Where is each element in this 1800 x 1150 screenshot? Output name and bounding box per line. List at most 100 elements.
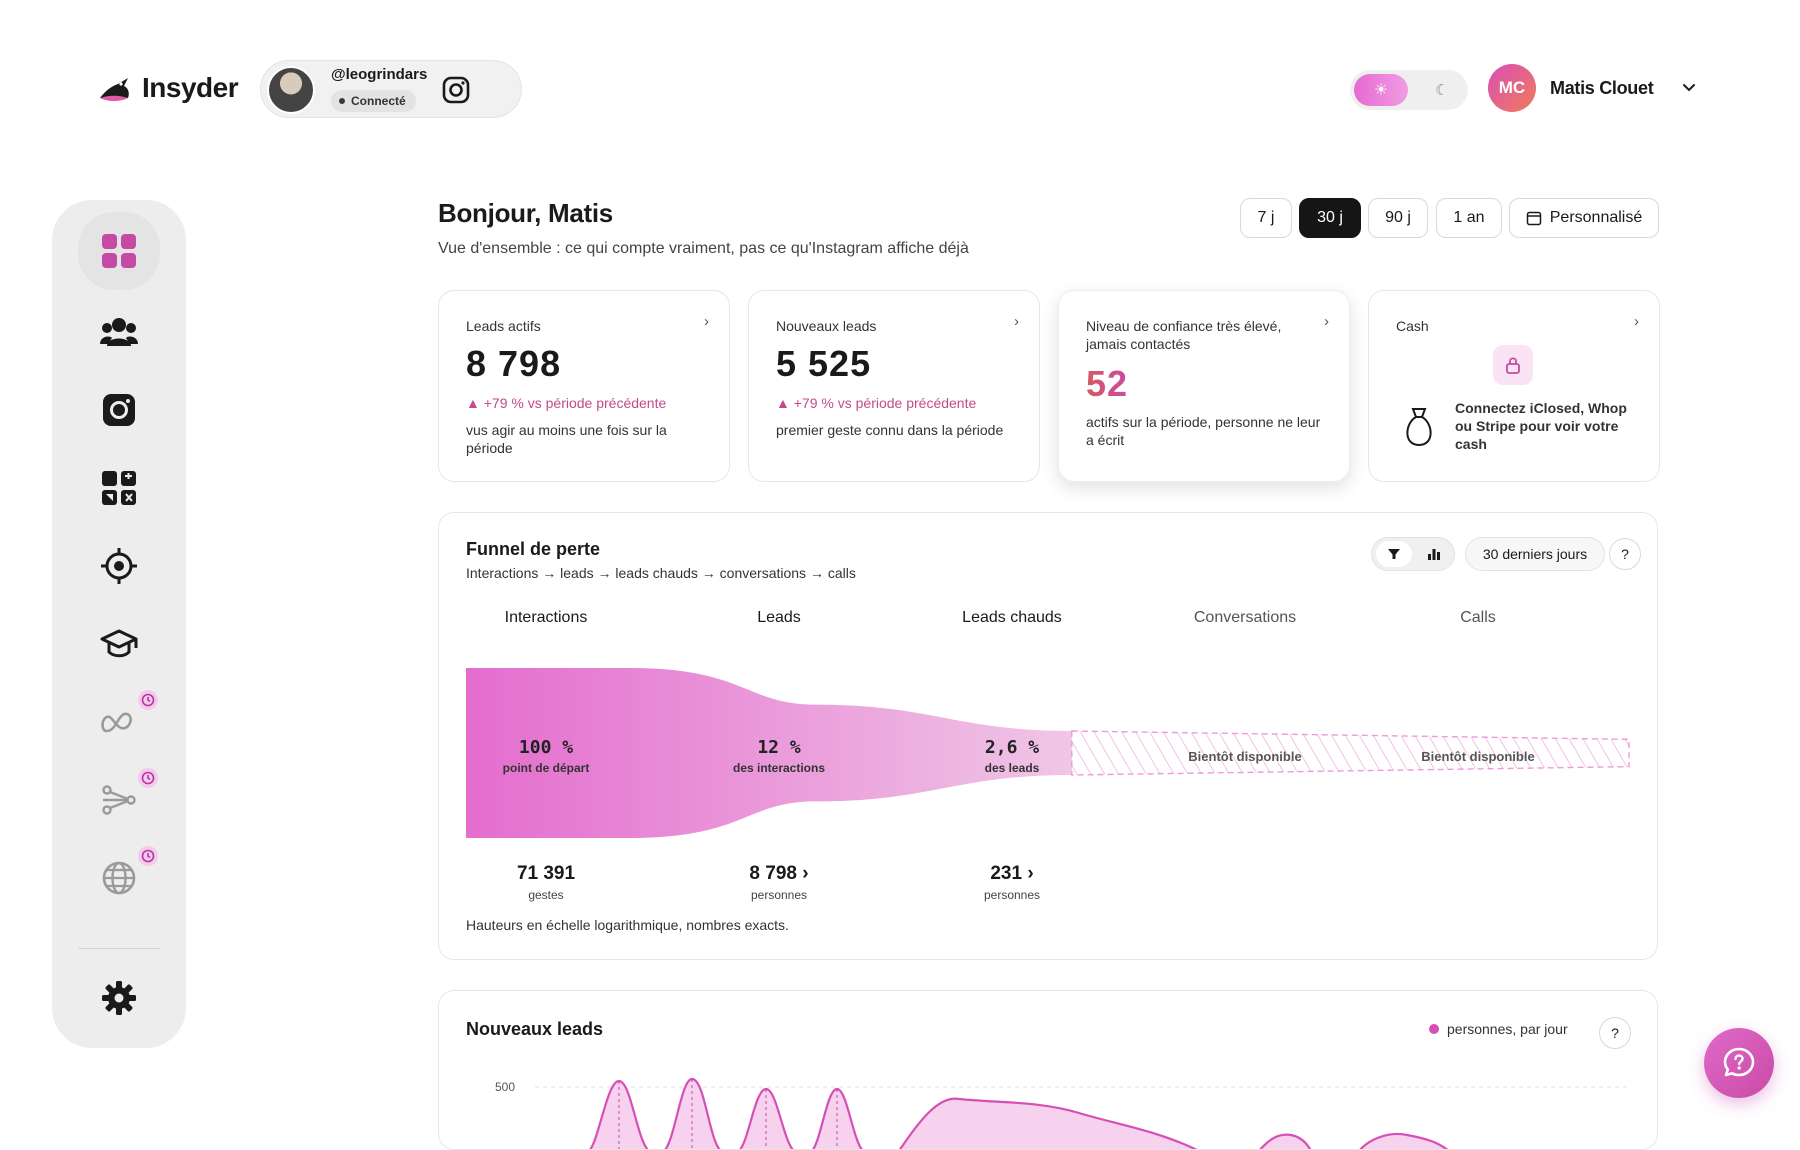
- cash-connect-text: Connectez iClosed, Whop ou Stripe pour v…: [1455, 400, 1627, 452]
- range-custom-label: Personnalisé: [1549, 209, 1643, 226]
- sidebar: [52, 200, 186, 1048]
- legend-label: personnes, par jour: [1447, 1021, 1568, 1037]
- chevron-right-icon: ›: [1027, 863, 1034, 884]
- account-status-badge: Connecté: [331, 90, 416, 112]
- target-icon: [101, 548, 137, 584]
- meta-icon: [101, 712, 132, 733]
- funnel-stage-label: Leads: [757, 609, 801, 626]
- insyder-bird-icon: [100, 78, 129, 101]
- coming-soon-label: Bientôt disponible: [1421, 749, 1535, 764]
- range-7d-button[interactable]: 7 j: [1240, 198, 1292, 238]
- funnel-count: 8 798: [749, 863, 797, 884]
- funnel-unavailable-area: [1071, 730, 1630, 776]
- period-button[interactable]: 30 derniers jours: [1465, 537, 1605, 571]
- chat-help-icon: [1723, 1047, 1755, 1077]
- bar-chart-icon: [1428, 549, 1440, 560]
- card-value: 52: [1086, 363, 1129, 404]
- sidebar-item-content[interactable]: [78, 452, 160, 524]
- funnel-pct-label: des leads: [984, 761, 1040, 775]
- sun-icon[interactable]: ☀: [1354, 74, 1408, 106]
- sidebar-divider: [78, 948, 160, 949]
- funnel-pct-label: des interactions: [732, 761, 826, 775]
- clock-icon: [138, 768, 158, 788]
- lock-icon: [1493, 345, 1533, 385]
- peak-guide: [618, 1079, 838, 1149]
- chevron-down-icon[interactable]: [1680, 78, 1698, 96]
- account-switcher[interactable]: @leogrindars Connecté: [260, 60, 522, 118]
- funnel-stage-label: Calls: [1460, 609, 1496, 626]
- sidebar-item-targeting[interactable]: [78, 530, 160, 602]
- card-value: 5 525: [776, 343, 872, 384]
- sidebar-item-leads[interactable]: [78, 296, 160, 368]
- sidebar-item-web[interactable]: [78, 842, 160, 914]
- range-custom-button[interactable]: Personnalisé: [1509, 198, 1659, 238]
- funnel-subtitle: Interactions → leads → leads chauds → co…: [466, 565, 856, 581]
- money-bag-icon: [1406, 408, 1432, 447]
- moon-icon[interactable]: ☾: [1435, 82, 1449, 99]
- funnel-area: [466, 668, 1072, 838]
- range-1y-button[interactable]: 1 an: [1436, 198, 1502, 238]
- theme-toggle[interactable]: ☀ ☾: [1350, 70, 1468, 110]
- coming-soon-label: Bientôt disponible: [1188, 749, 1302, 764]
- card-value: 8 798: [466, 343, 562, 384]
- brand-logo[interactable]: Insyder: [98, 72, 239, 104]
- instagram-icon: [442, 76, 470, 104]
- funnel-count-unit: gestes: [528, 888, 564, 902]
- stat-card-new-leads[interactable]: Nouveaux leads › 5 525 ▲ +79 % vs périod…: [748, 290, 1040, 482]
- card-delta-text: +79 % vs période précédente: [793, 395, 977, 411]
- view-toggle[interactable]: [1371, 537, 1455, 571]
- calendar-icon: [1526, 211, 1541, 226]
- range-30d-button[interactable]: 30 j: [1299, 198, 1361, 238]
- y-tick-label: 500: [495, 1080, 516, 1094]
- sidebar-item-academy[interactable]: [78, 608, 160, 680]
- funnel-count-unit: personnes: [983, 888, 1041, 902]
- sidebar-item-settings[interactable]: [78, 962, 160, 1034]
- funnel-panel: Funnel de perte Interactions → leads → l…: [438, 512, 1658, 960]
- page-title: Bonjour, Matis: [438, 198, 613, 228]
- card-description: actifs sur la période, personne ne leur …: [1086, 414, 1321, 448]
- card-delta-text: +79 % vs période précédente: [483, 395, 667, 411]
- clock-icon: [138, 690, 158, 710]
- stat-card-high-trust[interactable]: Niveau de confiance très élevé, jamais c…: [1058, 290, 1350, 482]
- help-button[interactable]: ?: [1599, 1017, 1631, 1049]
- account-avatar: [267, 66, 315, 114]
- sidebar-item-automations[interactable]: [78, 764, 160, 836]
- stat-card-active-leads[interactable]: Leads actifs › 8 798 ▲ +79 % vs période …: [438, 290, 730, 482]
- funnel-chart: [466, 668, 1630, 838]
- card-delta: ▲ +79 % vs période précédente: [776, 395, 976, 411]
- chevron-right-icon: ›: [1634, 313, 1639, 330]
- brand-name: Insyder: [142, 72, 239, 103]
- apps-grid-icon: [102, 471, 136, 505]
- funnel-count-link[interactable]: 8 798 ›: [699, 863, 859, 885]
- card-label: Leads actifs: [466, 318, 541, 334]
- bar-view-button[interactable]: [1416, 541, 1452, 567]
- sidebar-item-dashboard[interactable]: [78, 212, 160, 290]
- new-leads-title: Nouveaux leads: [466, 1019, 604, 1039]
- settings-gear-icon: [102, 981, 136, 1015]
- range-90d-button[interactable]: 90 j: [1368, 198, 1428, 238]
- user-avatar[interactable]: MC: [1488, 64, 1536, 112]
- card-label: Cash: [1396, 318, 1429, 334]
- card-label: Niveau de confiance très élevé, jamais c…: [1086, 318, 1282, 352]
- user-name[interactable]: Matis Clouet: [1550, 78, 1654, 98]
- funnel-count-link[interactable]: 231 ›: [932, 863, 1092, 885]
- users-icon: [100, 318, 138, 346]
- funnel-title: Funnel de perte: [466, 539, 601, 559]
- help-button[interactable]: ?: [1609, 538, 1641, 570]
- clock-icon: [138, 846, 158, 866]
- globe-icon: [102, 861, 136, 895]
- instagram-icon: [103, 394, 135, 426]
- funnel-filter-icon: [1388, 549, 1400, 559]
- account-handle: @leogrindars: [331, 66, 428, 83]
- funnel-view-button[interactable]: [1376, 541, 1412, 567]
- funnel-count: 231: [990, 863, 1023, 884]
- sidebar-item-meta[interactable]: [78, 686, 160, 758]
- chat-help-button[interactable]: [1704, 1028, 1774, 1098]
- sidebar-item-instagram[interactable]: [78, 374, 160, 446]
- dashboard-grid-icon: [102, 234, 136, 268]
- funnel-footnote: Hauteurs en échelle logarithmique, nombr…: [466, 917, 789, 933]
- stat-card-cash[interactable]: Cash › Connectez iClosed, Whop ou Stripe…: [1368, 290, 1660, 482]
- chart-legend: personnes, par jour: [1429, 1021, 1568, 1037]
- card-description: vus agir au moins une fois sur la périod…: [466, 422, 667, 456]
- new-leads-chart: [535, 1077, 1629, 1149]
